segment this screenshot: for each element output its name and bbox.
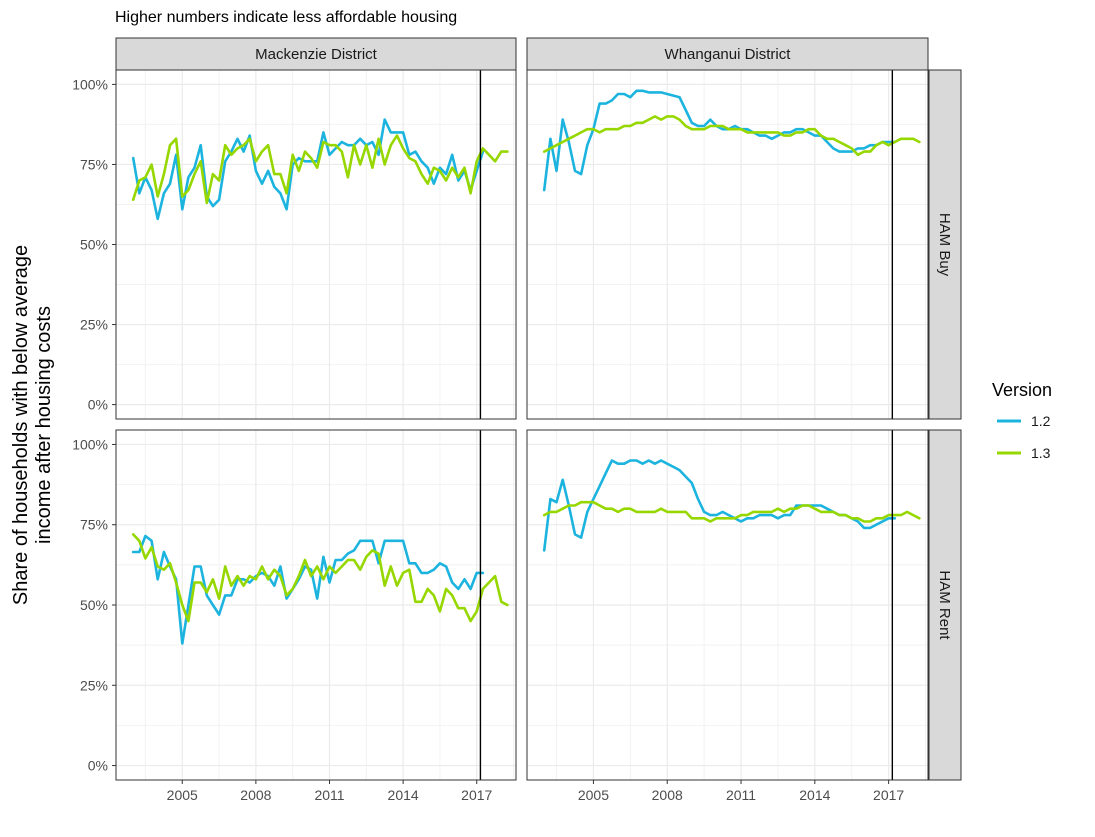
series-line-1-2 [542,89,897,192]
legend-label-1-3: 1.3 [1031,445,1051,461]
panel-whanganui-district-ham-rent-border [526,429,929,781]
row-strip-label-ham-buy: HAM Buy [936,213,953,277]
legend-title: Version [992,380,1052,400]
chart-title: Higher numbers indicate less affordable … [115,9,457,26]
column-strip-mackenzie-district [115,37,517,71]
panels: Mackenzie District Whanganui District HAM … [72,37,962,803]
y-tick-label: 25% [80,677,108,693]
column-strip-whanganui-district [526,37,929,71]
x-tick-label: 2005 [578,787,609,803]
y-tick-label: 50% [80,237,108,253]
y-tick-label: 75% [80,156,108,172]
y-axis-title-line-1: Share of households with below average [10,245,32,605]
series-line-1-3 [542,500,921,523]
y-tick-label: 100% [72,76,108,92]
y-tick-label: 75% [80,517,108,533]
y-tick-label: 0% [88,397,108,413]
row-strip-ham-buy [928,69,962,420]
x-tick-label: 2005 [167,787,198,803]
legend: Version 1.2 1.3 [992,380,1052,461]
x-tick-label: 2014 [388,787,419,803]
y-axis-title-line-2: income after housing costs [33,306,55,544]
legend-label-1-2: 1.2 [1031,413,1051,429]
row-strip-ham-rent [928,429,962,781]
y-tick-label: 50% [80,597,108,613]
y-tick-label: 0% [88,758,108,774]
x-tick-label: 2011 [726,787,756,803]
column-strip-label-mackenzie-district: Mackenzie District [255,46,378,63]
series-line-1-2 [131,118,485,221]
series-line-1-3 [542,115,921,157]
column-strip-label-whanganui-district: Whanganui District [665,46,792,63]
x-tick-label: 2014 [799,787,830,803]
x-tick-label: 2017 [461,787,492,803]
panel-whanganui-district-ham-rent: 2005 2008 2011 2014 2017 [526,429,929,803]
x-tick-label: 2008 [240,787,271,803]
y-tick-label: 100% [72,436,108,452]
panel-mackenzie-district-ham-rent: 0% 25% 50% 75% 100% 2005 2008 2011 2014 2017 [72,429,517,803]
x-tick-label: 2011 [314,787,344,803]
panel-whanganui-district-ham-buy-border [526,69,929,420]
series-line-1-3 [131,134,509,205]
row-strip-label-ham-rent: HAM Rent [936,570,953,640]
x-tick-label: 2017 [873,787,904,803]
y-tick-label: 25% [80,317,108,333]
panel-mackenzie-district-ham-buy: 0% 25% 50% 75% 100% [72,69,517,420]
x-tick-label: 2008 [652,787,683,803]
series-line-1-3 [131,533,509,623]
y-axis-title: Share of households with below average i… [10,245,55,605]
panel-whanganui-district-ham-buy [526,69,929,420]
